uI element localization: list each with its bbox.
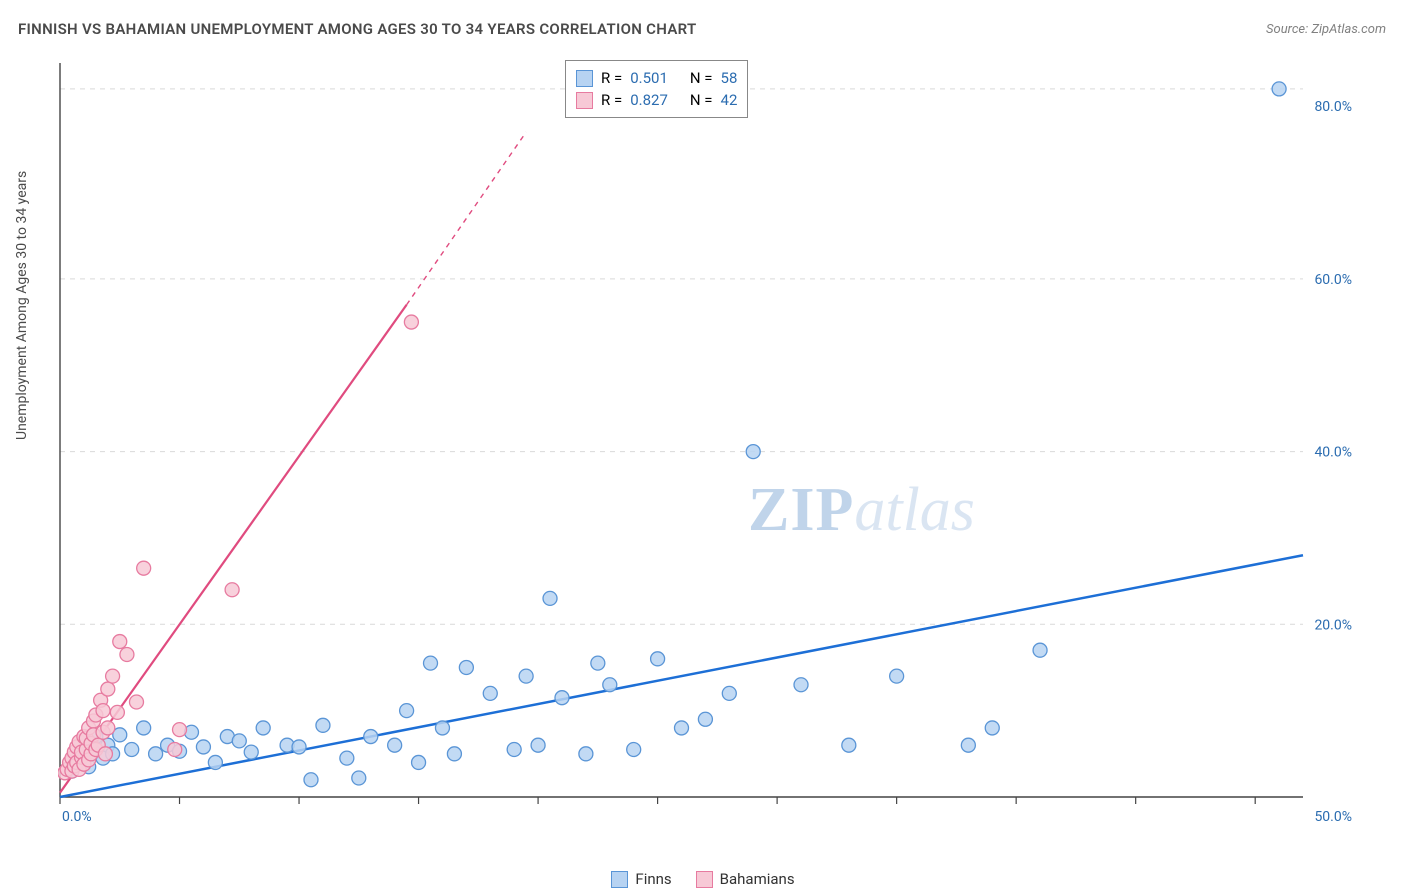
plot-area: 20.0%40.0%60.0%80.0%0.0%50.0% ZIPatlas (58, 55, 1358, 825)
swatch-finns (576, 70, 593, 87)
chart-title: FINNISH VS BAHAMIAN UNEMPLOYMENT AMONG A… (18, 20, 697, 38)
svg-text:60.0%: 60.0% (1314, 272, 1352, 288)
source-prefix: Source: (1266, 22, 1311, 37)
source-name: ZipAtlas.com (1311, 22, 1386, 37)
correlation-row-bahamians: R = 0.827 N = 42 (576, 89, 737, 111)
r-value-finns: 0.501 (630, 69, 668, 87)
series-legend: Finns Bahamians (0, 870, 1406, 888)
svg-text:80.0%: 80.0% (1314, 99, 1352, 115)
legend-label-finns: Finns (635, 870, 671, 888)
svg-text:20.0%: 20.0% (1314, 617, 1352, 633)
svg-text:0.0%: 0.0% (62, 809, 92, 825)
y-axis-label: Unemployment Among Ages 30 to 34 years (14, 171, 30, 440)
r-value-bahamians: 0.827 (630, 91, 668, 109)
correlation-legend: R = 0.501 N = 58 R = 0.827 N = 42 (565, 60, 748, 118)
n-label: N = (690, 91, 713, 109)
legend-item-bahamians: Bahamians (696, 870, 795, 888)
n-value-finns: 58 (721, 69, 738, 87)
svg-text:40.0%: 40.0% (1314, 445, 1352, 461)
svg-text:50.0%: 50.0% (1314, 809, 1352, 825)
r-label: R = (601, 91, 622, 109)
source-attribution: Source: ZipAtlas.com (1266, 22, 1386, 37)
legend-item-finns: Finns (611, 870, 671, 888)
r-label: R = (601, 69, 622, 87)
n-label: N = (690, 69, 713, 87)
correlation-row-finns: R = 0.501 N = 58 (576, 67, 737, 89)
n-value-bahamians: 42 (721, 91, 738, 109)
legend-label-bahamians: Bahamians (720, 870, 795, 888)
chart-svg: 20.0% 40.0% 60.0% 80.0% 0.0% 50.0% (58, 55, 1358, 825)
swatch-bahamians (576, 92, 593, 109)
swatch-bahamians (696, 871, 713, 888)
swatch-finns (611, 871, 628, 888)
